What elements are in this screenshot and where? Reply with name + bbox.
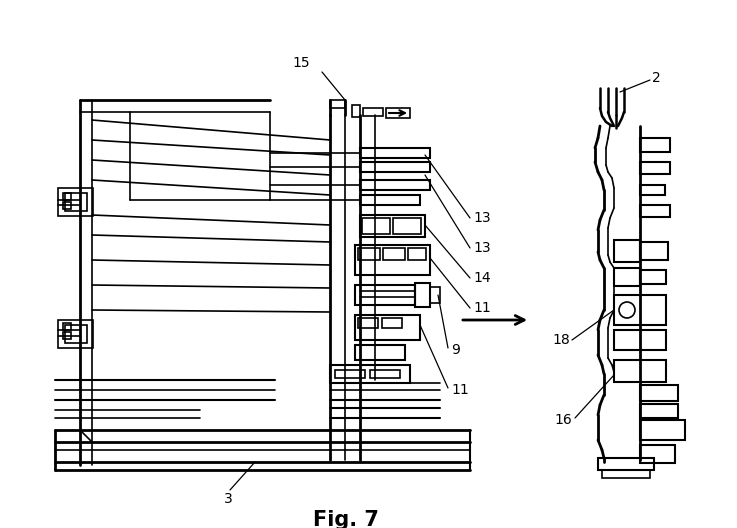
Bar [430,287,440,303]
Text: 15: 15 [293,56,310,70]
Bar [640,404,678,418]
Bar [408,248,426,260]
Bar [355,285,415,305]
Bar [383,248,405,260]
Bar [640,138,670,152]
Text: 11: 11 [473,301,491,315]
Bar [358,318,378,328]
Text: 14: 14 [473,271,491,285]
Text: 18: 18 [552,333,570,347]
Bar [360,180,430,190]
Text: Fig. 7: Fig. 7 [313,510,380,528]
Bar [355,345,405,360]
Bar [360,195,420,205]
Bar [330,100,345,108]
Bar [360,162,430,172]
Bar [614,240,640,262]
Bar [335,370,365,378]
Text: 9: 9 [451,343,460,357]
Bar [614,295,666,325]
Text: 16: 16 [554,413,572,427]
Bar [393,218,421,234]
Bar [352,105,360,117]
Bar [640,445,675,463]
Bar [355,315,420,340]
Bar [63,332,71,339]
Bar [63,323,71,330]
Text: 13: 13 [473,241,491,255]
Bar [640,162,670,174]
Bar [58,188,93,216]
Bar [355,245,430,275]
Bar [614,330,666,350]
Bar [640,270,666,284]
Bar [640,385,678,401]
Bar [382,318,402,328]
Bar [360,148,430,158]
Bar [386,108,410,118]
Bar [63,193,71,200]
Bar [58,320,93,348]
Bar [598,458,654,470]
Text: 3: 3 [223,492,232,506]
Bar [65,193,87,211]
Bar [640,242,668,260]
Bar [602,470,650,478]
Bar [640,205,670,217]
Bar [362,218,390,234]
Bar [363,108,383,116]
Bar [63,202,71,209]
Bar [360,215,425,237]
Bar [370,370,400,378]
Text: 2: 2 [652,71,661,85]
Bar [65,325,87,343]
Bar [640,185,665,195]
Bar [614,360,666,382]
Bar [415,283,430,307]
Bar [614,268,640,286]
Bar [358,248,380,260]
Bar [330,365,410,383]
Bar [640,420,685,440]
Text: 11: 11 [451,383,469,397]
Text: 13: 13 [473,211,491,225]
